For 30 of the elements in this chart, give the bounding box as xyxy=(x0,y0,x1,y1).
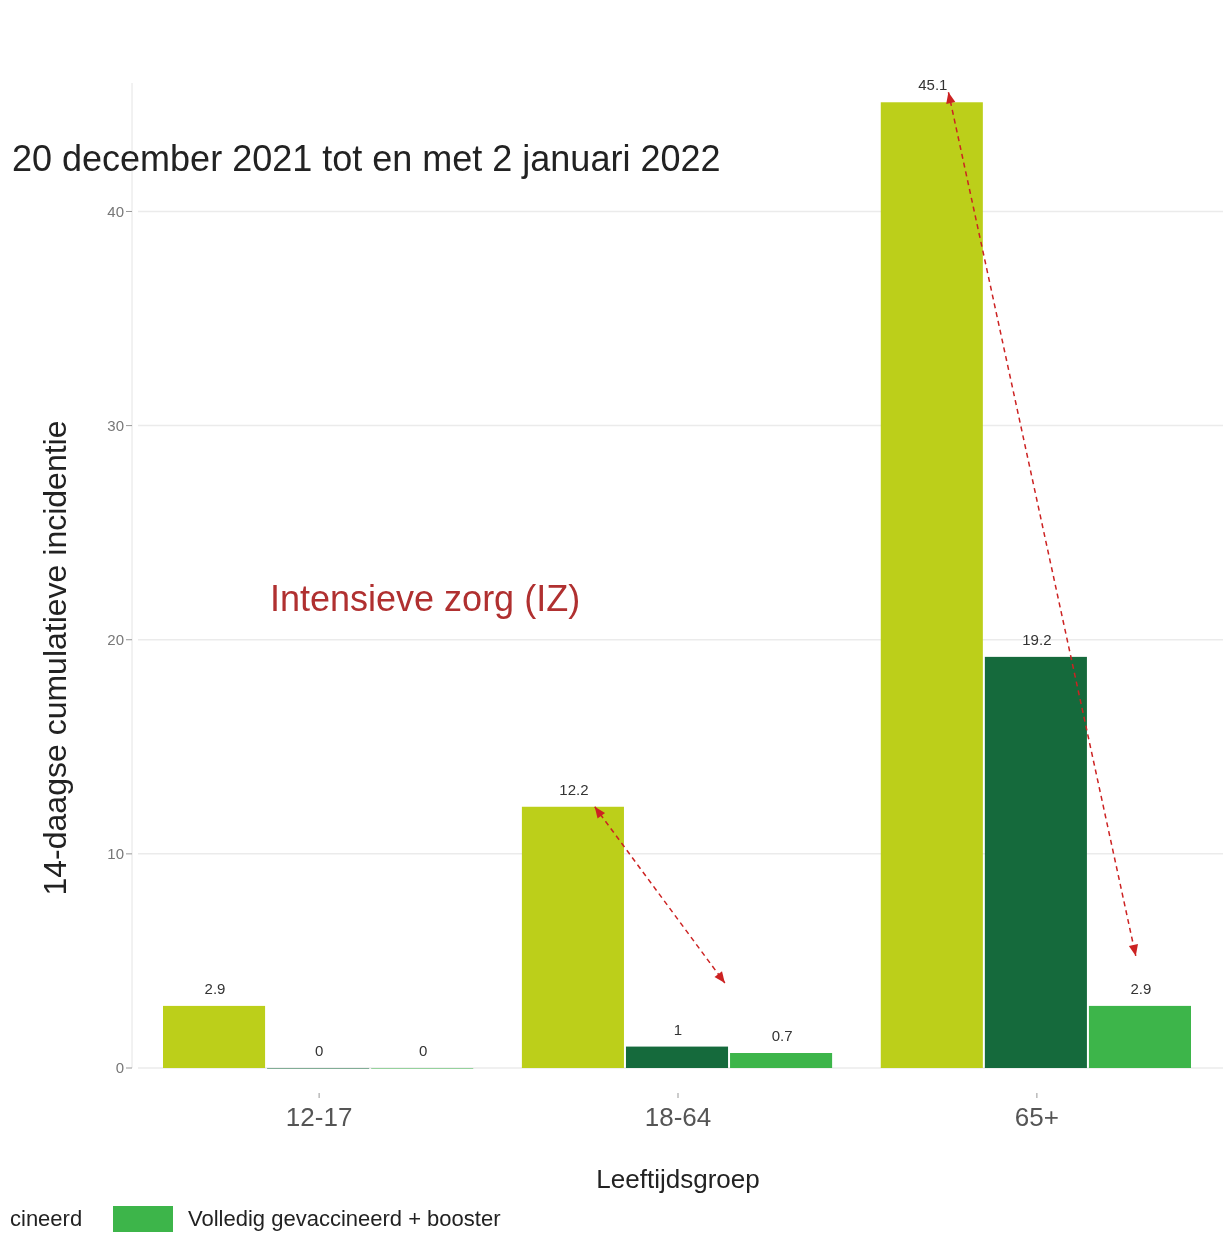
bar xyxy=(1088,1005,1191,1068)
data-label: 2.9 xyxy=(1130,979,1152,997)
data-label: 0.7 xyxy=(771,1027,793,1045)
data-label: 45.1 xyxy=(918,76,948,94)
bar xyxy=(521,806,624,1068)
data-label: 0 xyxy=(419,1042,428,1059)
bar xyxy=(625,1046,729,1068)
bar xyxy=(163,1005,266,1068)
y-tick-label: 20 xyxy=(107,630,124,648)
y-tick-label: 40 xyxy=(107,202,124,220)
legend-label: Volledig gevaccineerd + booster xyxy=(188,1206,501,1231)
text: 20 december 2021 tot en met 2 januari 2022 xyxy=(12,138,721,179)
data-label: 2.9 xyxy=(204,979,226,997)
y-axis-title: 14-daagse cumulatieve incidentie xyxy=(37,420,73,896)
x-axis-title: Leeftijdsgroep xyxy=(596,1164,760,1194)
bar xyxy=(984,656,1087,1068)
data-label: 19.2 xyxy=(1022,630,1052,648)
text: cineerd xyxy=(10,1206,83,1231)
data-label: 1 xyxy=(673,1020,683,1038)
y-tick-label: 10 xyxy=(107,845,124,863)
y-tick-label: 0 xyxy=(115,1059,124,1077)
x-tick-label: 65+ xyxy=(1014,1102,1059,1132)
data-label: 12.2 xyxy=(559,780,589,798)
bar xyxy=(730,1053,833,1068)
data-label: 0 xyxy=(314,1042,324,1059)
annotation: Intensieve zorg (IZ) xyxy=(270,578,581,619)
y-tick-label: 30 xyxy=(107,416,124,434)
x-tick-label: 18-64 xyxy=(644,1102,712,1132)
x-tick-label: 12-17 xyxy=(285,1102,353,1132)
bar xyxy=(880,102,983,1068)
